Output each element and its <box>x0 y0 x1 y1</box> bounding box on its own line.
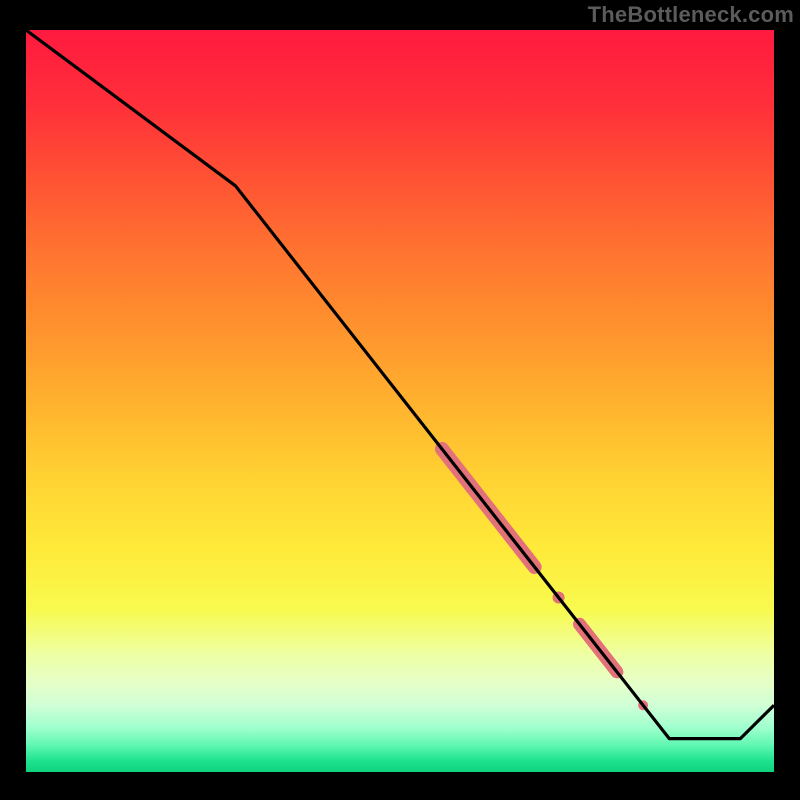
chart-svg <box>26 30 774 772</box>
gradient-background <box>26 30 774 772</box>
watermark-text: TheBottleneck.com <box>588 2 794 28</box>
chart-frame: TheBottleneck.com <box>0 0 800 800</box>
plot-area <box>26 30 774 772</box>
